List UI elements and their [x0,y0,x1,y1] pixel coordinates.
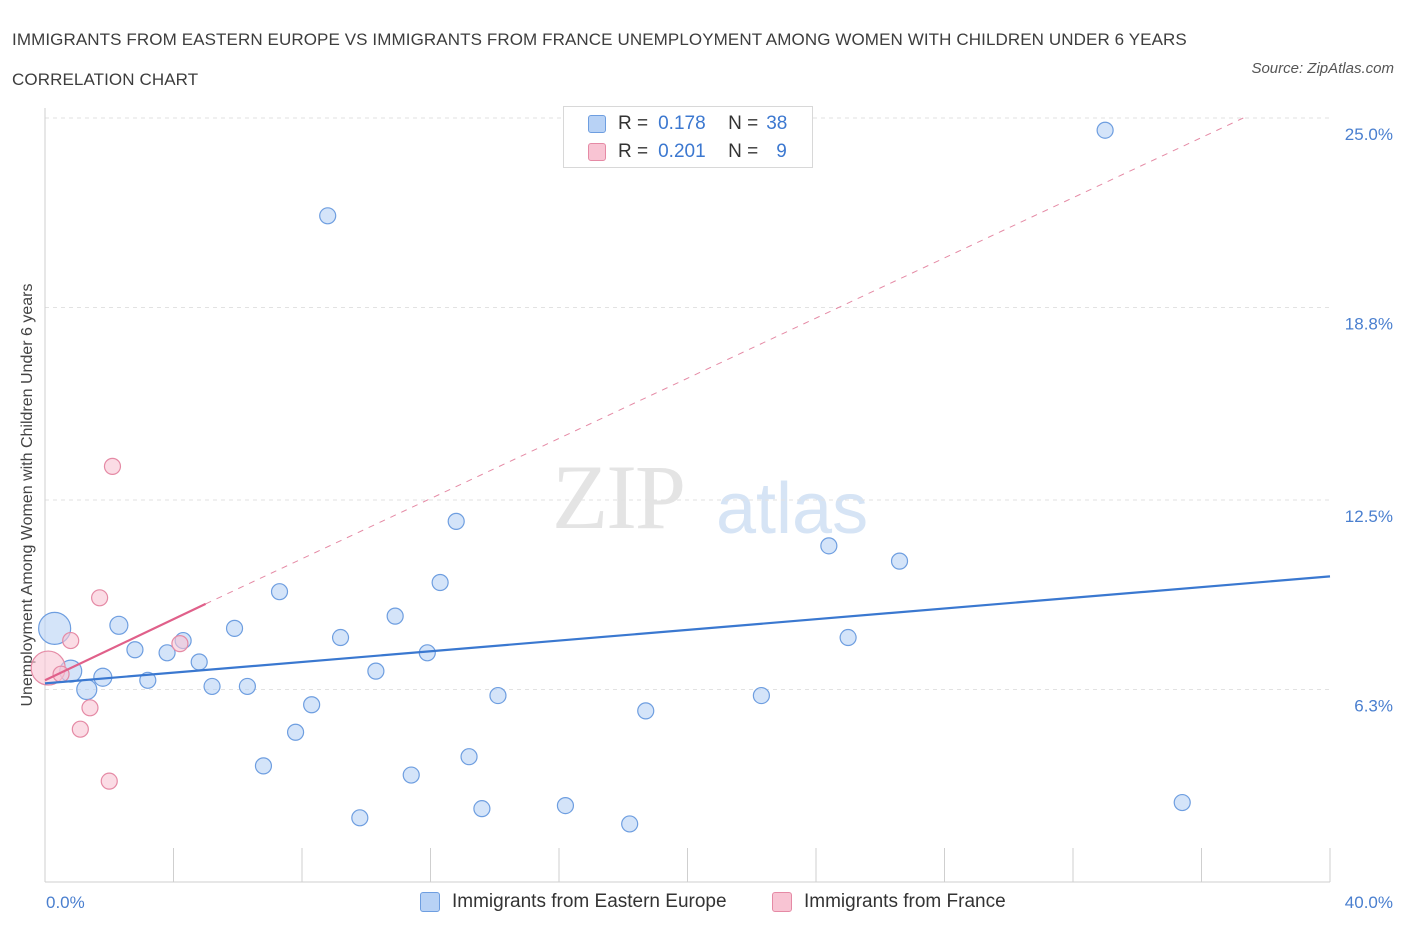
trend-lines [205,117,1244,605]
point-eastern-europe [158,644,176,662]
point-eastern-europe [460,748,478,766]
source-label: Source: ZipAtlas.com [1251,60,1394,77]
point-france [62,631,80,650]
point-eastern-europe [1173,793,1191,812]
point-eastern-europe [238,677,256,696]
y-tick-label: 12.5% [1345,507,1393,526]
tick-labels: 6.3% 12.5% 18.8% 25.0% 0.0% 40.0% [46,125,1393,912]
point-eastern-europe [386,607,404,625]
legend-n-value: 38 [766,113,788,134]
legend-swatch-eastern-europe [588,115,606,133]
series-legend-france: Immigrants from France [772,888,1006,916]
point-eastern-europe [890,552,909,570]
y-tick-label: 18.8% [1345,314,1393,333]
point-eastern-europe [303,696,321,714]
point-eastern-europe [76,678,98,701]
point-eastern-europe [286,723,305,741]
data-points [30,121,1331,833]
point-france [100,772,118,790]
point-eastern-europe [637,702,655,720]
point-eastern-europe [621,815,639,833]
legend-n-label: N = [728,141,759,162]
grid-lines [45,117,1330,690]
point-eastern-europe [473,800,491,818]
axes [44,108,1331,883]
chart-title: IMMIGRANTS FROM EASTERN EUROPE VS IMMIGR… [12,30,1187,89]
watermark-atlas: atlas [716,469,869,549]
point-eastern-europe [367,662,385,680]
point-eastern-europe [109,615,129,635]
legend-r-label: R = [618,113,649,134]
point-eastern-europe [319,207,337,225]
point-eastern-europe [431,573,449,592]
correlation-legend: R = 0.178 N = 38 R = 0.201 N = 9 [563,106,813,168]
y-tick-label: 25.0% [1345,125,1393,144]
point-eastern-europe [331,628,350,647]
point-eastern-europe [139,671,157,689]
point-eastern-europe [225,619,244,637]
point-france [171,635,189,653]
point-eastern-europe [190,653,208,671]
point-eastern-europe [254,757,273,775]
point-france [71,720,89,738]
legend-row-france: R = 0.201 N = 9 [588,138,787,166]
point-eastern-europe [126,641,144,659]
series-name-eastern-europe: Immigrants from Eastern Europe [452,891,727,912]
series-swatch-france [772,892,792,912]
point-eastern-europe [556,796,575,815]
point-eastern-europe [489,686,507,705]
point-eastern-europe [1096,121,1114,139]
x-tick-label-min: 0.0% [46,893,85,912]
point-france [91,589,109,607]
point-eastern-europe [447,512,465,530]
point-eastern-europe [38,611,72,645]
legend-r-value: 0.178 [658,113,706,134]
point-eastern-europe [270,583,289,601]
point-eastern-europe [203,677,221,696]
trend-line-france-extended [205,117,1244,605]
legend-n-label: N = [728,113,759,134]
legend-row-eastern-europe: R = 0.178 N = 38 [588,110,787,138]
y-tick-label: 6.3% [1354,696,1393,715]
legend-r-label: R = [618,141,649,162]
point-eastern-europe [351,809,369,827]
point-eastern-europe [820,537,838,555]
series-swatch-eastern-europe [420,892,440,912]
watermark-zip: ZIP [552,446,686,548]
point-eastern-europe [752,686,770,705]
legend-n-value: 9 [776,141,787,162]
legend-r-value: 0.201 [658,141,706,162]
point-eastern-europe [402,766,420,784]
legend-swatch-france [588,143,606,161]
point-france [81,699,99,717]
trend-line-france [44,602,207,682]
point-eastern-europe [839,628,857,647]
x-tick-label-max: 40.0% [1345,893,1393,912]
series-legend-eastern-europe: Immigrants from Eastern Europe [420,888,727,916]
series-name-france: Immigrants from France [804,891,1006,912]
trend-line-eastern-europe [44,575,1331,685]
point-france [103,457,122,475]
